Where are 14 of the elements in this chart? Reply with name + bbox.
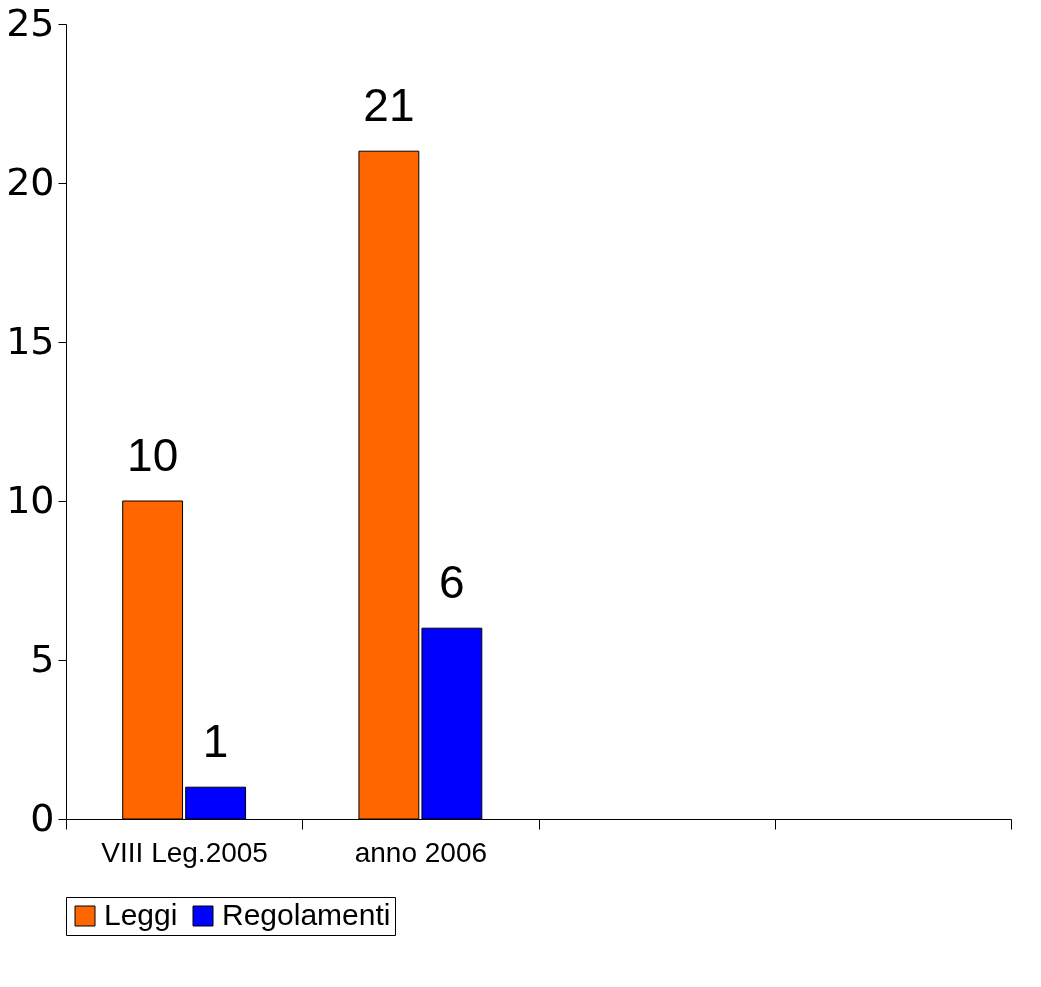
y-tick-label: 0 xyxy=(30,795,55,840)
data-label: 10 xyxy=(127,429,179,481)
data-label: 21 xyxy=(363,79,415,132)
x-tick-label: VIII Leg.2005 xyxy=(101,836,268,868)
y-tick-label: 25 xyxy=(6,0,55,45)
x-tick-label: anno 2006 xyxy=(354,836,488,868)
legend-label: Regolamenti xyxy=(222,898,391,931)
y-tick-label: 20 xyxy=(6,159,55,204)
y-tick-label: 15 xyxy=(6,318,55,363)
y-tick-label: 10 xyxy=(6,477,55,522)
legend-label: Leggi xyxy=(104,898,178,931)
data-label: 1 xyxy=(202,715,229,768)
data-label: 6 xyxy=(439,556,465,609)
y-tick-label: 5 xyxy=(30,636,55,681)
